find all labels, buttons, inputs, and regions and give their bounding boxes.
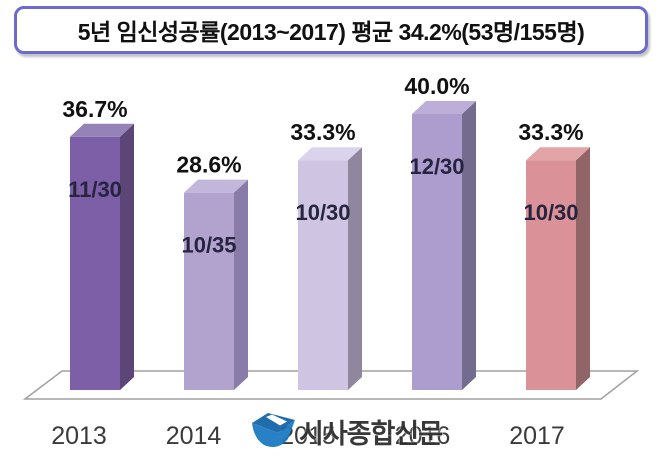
bar-front-2014 (184, 192, 234, 390)
bar-top-2013 (70, 123, 134, 137)
bar-front-2017 (526, 160, 576, 390)
bar-front-2016 (412, 114, 462, 390)
bar-side-2017 (576, 147, 590, 390)
bar-side-2014 (234, 179, 248, 390)
bar-percent-label-2017: 33.3% (518, 119, 583, 145)
x-axis-label-2017: 2017 (509, 422, 565, 450)
newspaper-logo-icon (252, 413, 295, 447)
bar-top-2017 (526, 147, 590, 161)
watermark-text: 시사종합신문 (299, 418, 443, 449)
bar-fraction-label-2013: 11/30 (68, 177, 122, 202)
bar-fraction-label-2017: 10/30 (523, 200, 578, 225)
bar-top-2015 (298, 147, 362, 161)
bar-percent-label-2015: 33.3% (290, 119, 355, 145)
bar-top-2016 (412, 101, 476, 114)
x-axis-label-2013: 2013 (51, 422, 107, 450)
bar-top-2014 (184, 179, 248, 193)
bar-percent-label-2016: 40.0% (404, 73, 469, 99)
bar-side-2015 (348, 147, 362, 390)
bar-percent-label-2014: 28.6% (176, 152, 241, 178)
bar-front-2015 (298, 160, 348, 390)
bar-side-2013 (120, 123, 134, 391)
bar-fraction-label-2015: 10/30 (295, 200, 350, 225)
watermark: 시사종합신문 (251, 410, 443, 452)
bar-fraction-label-2016: 12/30 (409, 154, 464, 179)
bar-percent-label-2013: 36.7% (62, 96, 127, 122)
chart-title: 5년 임신성공률(2013~2017) 평균 34.2%(53명/155명) (14, 6, 648, 54)
bar-fraction-label-2014: 10/35 (181, 233, 236, 258)
x-axis-label-2014: 2014 (166, 422, 222, 450)
bar-side-2016 (462, 101, 476, 390)
x-axis-label-2016: 2016 (395, 422, 451, 450)
bar-front-2013 (70, 136, 120, 390)
